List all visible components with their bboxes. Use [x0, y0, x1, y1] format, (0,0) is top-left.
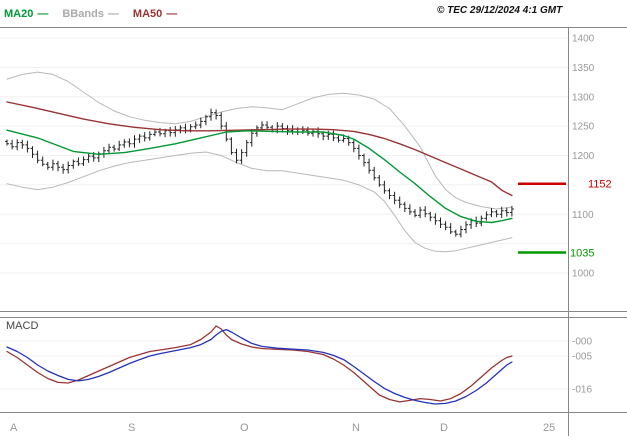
bollinger-upper-line — [6, 71, 513, 210]
legend-label-ma50: MA50 — [132, 7, 163, 20]
copyright-timestamp: © TEC 29/12/2024 4:1 GMT — [437, 5, 563, 16]
x-axis-label: N — [352, 422, 360, 434]
price-tick-label: 1250 — [572, 122, 595, 133]
legend-item-ma20: MA20— — [4, 8, 48, 20]
x-axis-label: 25 — [543, 422, 555, 434]
macd-tick-label: -005 — [572, 352, 592, 363]
price-tick-label: 1350 — [572, 63, 595, 74]
x-axis-label: O — [240, 422, 249, 434]
legend-label-ma20: MA20 — [4, 7, 34, 20]
signal-line — [6, 328, 513, 405]
ma50-line — [6, 101, 513, 197]
price-tick-label: 1100 — [572, 210, 594, 221]
price-tick-label: 1300 — [572, 92, 595, 103]
x-axis-label: A — [10, 422, 18, 434]
chart-legend: MA20— BBands — MA50— — [0, 0, 177, 27]
ma20-line — [6, 129, 513, 224]
macd-tick-label: -000 — [572, 337, 592, 348]
legend-dash-ma50: — — [166, 7, 178, 20]
macd-panel-label: MACD — [6, 320, 39, 332]
legend-item-ma50: MA50— — [133, 8, 177, 20]
price-tick-label: 1200 — [572, 151, 595, 162]
resistance-level-label: 1152 — [588, 179, 612, 191]
legend-label-bbands: BBands — [62, 7, 104, 20]
macd-line — [6, 325, 513, 403]
support-level-label: 1035 — [570, 247, 594, 259]
legend-dash-bbands: — — [107, 7, 119, 20]
x-axis-label: S — [128, 422, 135, 434]
price-tick-label: 1000 — [572, 269, 595, 280]
x-axis-label: D — [440, 422, 448, 434]
macd-tick-label: -016 — [572, 385, 592, 396]
price-tick-label: 1400 — [572, 34, 595, 45]
legend-dash-ma20: — — [37, 7, 49, 20]
legend-item-bbands: BBands — — [62, 8, 119, 20]
candlestick-series — [5, 108, 514, 238]
bollinger-lower-line — [6, 151, 513, 253]
